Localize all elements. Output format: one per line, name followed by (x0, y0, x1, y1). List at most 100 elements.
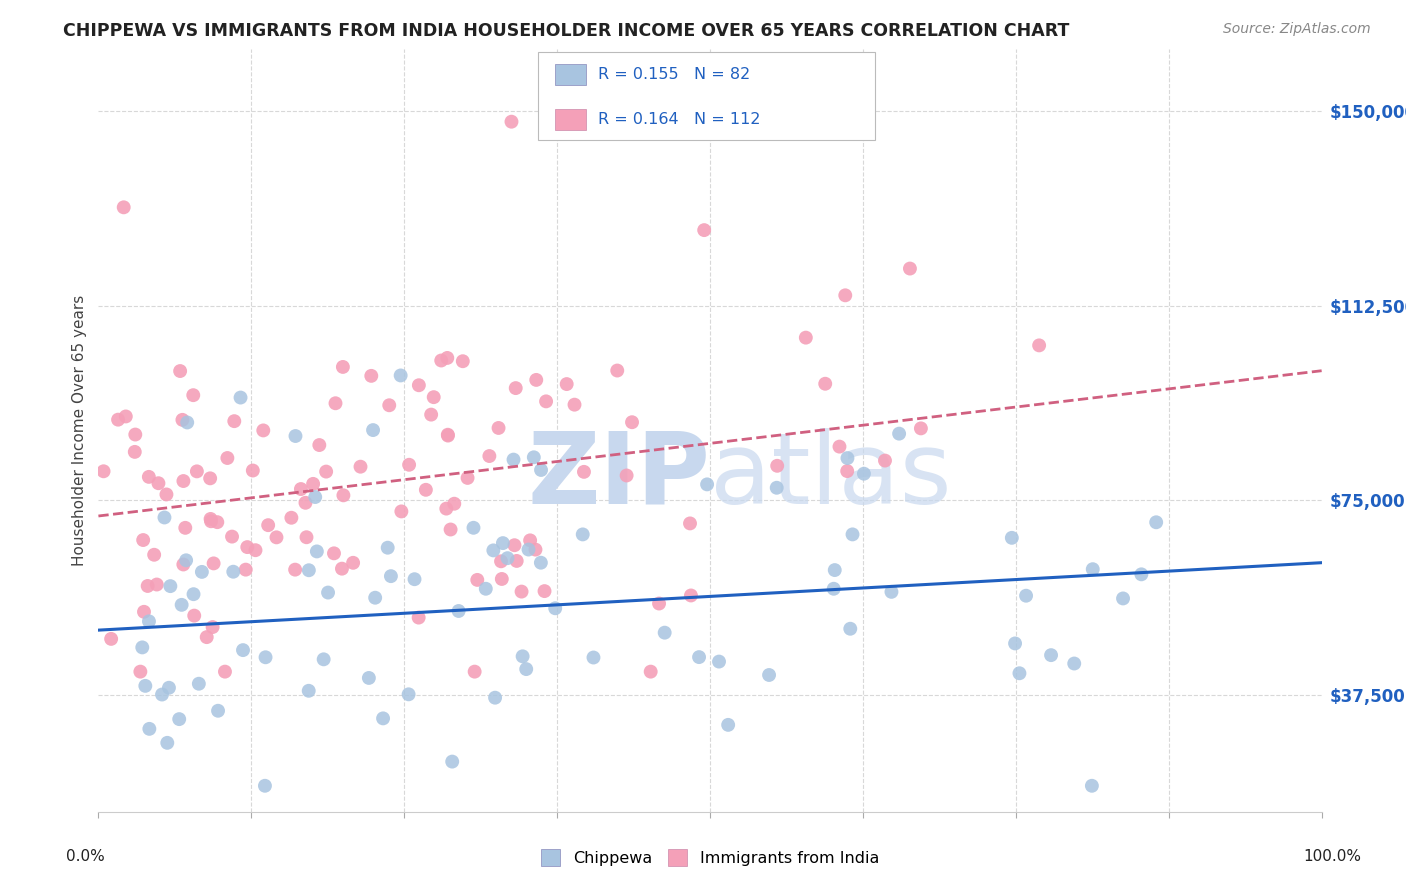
Point (492, 536, 515, 550)
Point (124, 445, 146, 459)
Point (124, 427, 146, 442)
Point (828, 440, 851, 454)
Point (132, 605, 155, 619)
Point (1081, 562, 1104, 576)
Point (482, 543, 505, 558)
Point (308, 438, 330, 452)
Point (202, 557, 225, 571)
Point (621, 415, 644, 429)
Point (717, 718, 740, 732)
Point (837, 451, 859, 466)
Point (389, 368, 412, 383)
Point (839, 622, 862, 636)
Point (544, 601, 567, 615)
Point (236, 540, 259, 554)
Point (503, 538, 526, 552)
Point (198, 471, 221, 485)
Point (523, 450, 546, 465)
Point (100, 632, 122, 646)
Point (765, 481, 787, 495)
Point (266, 530, 288, 544)
Point (434, 501, 457, 516)
Point (1015, 589, 1038, 603)
Point (107, 412, 129, 426)
Point (837, 464, 859, 478)
Point (207, 704, 229, 718)
Point (312, 652, 335, 666)
Point (380, 569, 402, 583)
Point (332, 359, 354, 374)
Point (187, 677, 209, 691)
Point (155, 487, 177, 501)
Point (145, 577, 167, 591)
Text: CHIPPEWA VS IMMIGRANTS FROM INDIA HOUSEHOLDER INCOME OVER 65 YEARS CORRELATION C: CHIPPEWA VS IMMIGRANTS FROM INDIA HOUSEH… (63, 22, 1070, 40)
Point (221, 530, 243, 544)
Point (217, 450, 239, 465)
Point (496, 551, 519, 566)
Point (389, 504, 412, 518)
Point (534, 394, 557, 409)
Point (441, 755, 464, 769)
Point (114, 409, 136, 424)
Point (252, 424, 274, 438)
Point (207, 515, 229, 529)
Point (758, 668, 780, 682)
Text: 0.0%: 0.0% (66, 849, 105, 863)
Point (304, 490, 326, 504)
Point (814, 376, 837, 391)
Point (214, 665, 236, 679)
Point (1112, 591, 1135, 606)
Point (357, 671, 380, 685)
Point (654, 625, 676, 640)
Point (475, 582, 498, 596)
Point (138, 722, 160, 736)
Point (295, 530, 318, 544)
Point (360, 368, 382, 383)
Point (1001, 531, 1024, 545)
Point (415, 483, 437, 497)
Point (398, 458, 420, 472)
Point (1004, 636, 1026, 650)
Point (136, 579, 159, 593)
Text: R = 0.164   N = 112: R = 0.164 N = 112 (598, 112, 761, 127)
Point (349, 459, 371, 474)
Point (280, 510, 302, 524)
Point (332, 488, 354, 502)
Text: 100.0%: 100.0% (1303, 849, 1361, 863)
Point (112, 200, 135, 214)
Point (132, 533, 155, 547)
Point (491, 572, 513, 586)
Point (191, 565, 214, 579)
Point (172, 474, 194, 488)
Point (422, 390, 444, 404)
Point (143, 548, 166, 562)
Point (361, 423, 384, 437)
Point (505, 381, 527, 395)
Point (679, 589, 702, 603)
Point (186, 464, 208, 478)
Point (640, 665, 662, 679)
Point (224, 414, 246, 428)
Point (887, 426, 910, 441)
Point (572, 465, 595, 479)
Point (517, 542, 540, 557)
Point (176, 416, 198, 430)
Point (157, 681, 180, 695)
Point (174, 521, 197, 535)
Point (451, 354, 474, 368)
Point (131, 640, 153, 655)
Point (183, 587, 205, 601)
Point (245, 543, 267, 558)
Point (1081, 779, 1104, 793)
Point (519, 533, 541, 548)
Point (371, 711, 394, 725)
Point (463, 521, 485, 535)
Point (315, 465, 337, 479)
Point (316, 585, 339, 599)
Point (364, 591, 387, 605)
Point (284, 429, 307, 443)
Point (153, 510, 176, 524)
Point (325, 396, 347, 410)
Point (257, 518, 280, 533)
Point (1063, 657, 1085, 671)
